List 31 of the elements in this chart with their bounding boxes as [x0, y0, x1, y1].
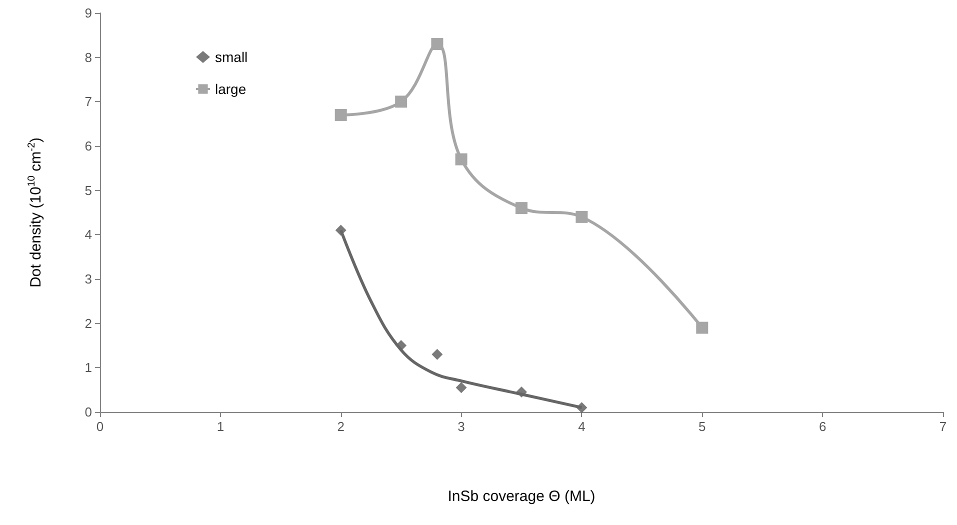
point [432, 348, 443, 360]
y-tick-label: 7 [84, 94, 92, 110]
y-tick-label: 5 [84, 182, 92, 198]
y-tick-label: 3 [84, 272, 92, 286]
x-tick-label: 0 [96, 419, 104, 434]
y-tick-label: 6 [84, 138, 92, 154]
point [455, 153, 468, 166]
x-tick-label: 6 [818, 419, 826, 434]
legend-label: small [215, 49, 248, 65]
y-tick-label: 4 [84, 227, 92, 242]
x-axis-title: InSb coverage Θ (ML) [448, 488, 596, 505]
point [431, 38, 444, 50]
y-tick-label: 8 [84, 50, 92, 65]
point [696, 322, 708, 334]
point [456, 382, 467, 394]
x-tick-label: 3 [458, 419, 465, 434]
point [576, 210, 588, 223]
x-tick-label: 1 [216, 419, 224, 434]
point [395, 96, 408, 108]
x-tick-label: 2 [337, 419, 344, 434]
y-tick-label: 9 [84, 6, 92, 20]
y-tick-label: 2 [84, 316, 92, 331]
y-tick-label: 1 [84, 360, 92, 376]
legend-label: large [215, 81, 246, 97]
y-axis-title: Dot density (1010 cm-2) [26, 137, 44, 288]
point [334, 108, 347, 121]
point [516, 202, 528, 214]
y-tick-label: 0 [84, 404, 92, 420]
x-tick-label: 5 [698, 419, 706, 434]
x-tick-label: 7 [939, 419, 947, 434]
x-tick-label: 4 [578, 419, 586, 434]
